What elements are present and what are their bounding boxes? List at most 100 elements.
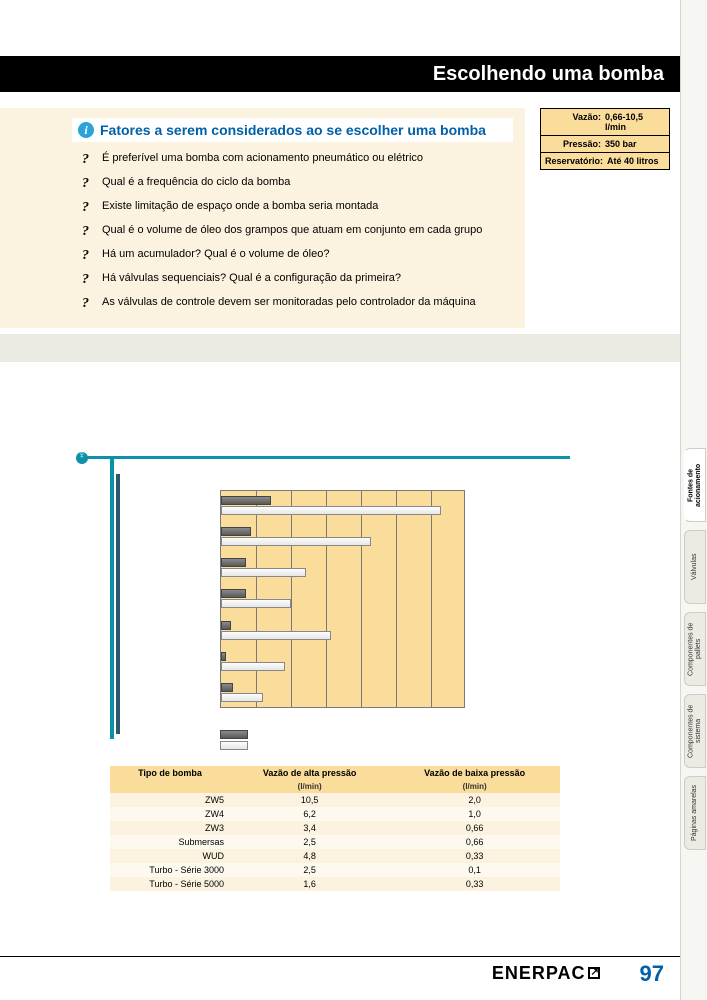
flow-chart [220,490,465,708]
question-icon: ? [82,152,94,168]
question-icon: ? [82,224,94,240]
table-row: ZW510,52,0 [110,793,560,807]
side-tab[interactable]: Páginas amarelas [684,776,706,850]
factor-item: ? Há válvulas sequenciais? Qual é a confi… [82,272,513,288]
table-header: Vazão de alta pressão [230,766,389,780]
table-header-row: Tipo de bombaVazão de alta pressãoVazão … [110,766,560,780]
factor-text: É preferível uma bomba com acionamento p… [102,152,423,164]
low-flow-value: 0,33 [389,877,560,891]
callout-bar-1 [110,459,114,739]
bar-high-pressure [221,496,271,505]
table-row: Submersas2,50,66 [110,835,560,849]
factor-item: ?Existe limitação de espaço onde a bomba… [82,200,513,216]
spec-row: Pressão:350 bar [541,136,669,153]
factor-item: ? É preferível uma bomba com acionamento … [82,152,513,168]
factors-panel: i Fatores a serem considerados ao se esc… [0,108,525,328]
pump-data-table: Tipo de bombaVazão de alta pressãoVazão … [110,766,560,891]
bar-high-pressure [221,652,226,661]
factor-text: Qual é o volume de óleo dos grampos que … [102,224,482,236]
bar-low-pressure [221,506,441,515]
bar-high-pressure [221,589,246,598]
page-number: 97 [640,961,664,987]
chart-legend [220,728,340,752]
brand-icon [588,967,600,979]
grid-line [291,491,292,707]
side-tab[interactable]: Fontes de acionamento [684,448,706,522]
legend-dark-swatch [220,730,248,739]
high-flow-value: 4,8 [230,849,389,863]
separator-strip [0,334,680,362]
side-tab[interactable]: Válvulas [684,530,706,604]
pump-type: WUD [110,849,230,863]
low-flow-value: 1,0 [389,807,560,821]
question-icon: ? [82,248,94,264]
legend-light-swatch [220,741,248,750]
factors-title: Fatores a serem considerados ao se escol… [100,122,486,138]
spec-value: 0,66-10,5 l/min [601,112,665,132]
table-row: WUD4,80,33 [110,849,560,863]
spec-label: Pressão: [545,139,601,149]
low-flow-value: 0,66 [389,835,560,849]
info-icon: i [78,122,94,138]
table-row: Turbo - Série 50001,60,33 [110,877,560,891]
callout-bar-2 [116,474,120,734]
spec-label: Reservatório: [545,156,603,166]
brand-text: ENERPAC [492,963,586,983]
factor-text: Há um acumulador? Qual é o volume de óle… [102,248,329,260]
low-flow-value: 0,33 [389,849,560,863]
table-row: Turbo - Série 30002,50,1 [110,863,560,877]
table-row: ZW46,21,0 [110,807,560,821]
unit-cell: (l/min) [389,780,560,793]
bar-low-pressure [221,568,306,577]
pump-type: Turbo - Série 3000 [110,863,230,877]
pump-type: ZW4 [110,807,230,821]
high-flow-value: 1,6 [230,877,389,891]
bar-low-pressure [221,662,285,671]
question-icon: ? [82,200,94,216]
table-header: Vazão de baixa pressão [389,766,560,780]
factor-item: ? Há um acumulador? Qual é o volume de ól… [82,248,513,264]
high-flow-value: 10,5 [230,793,389,807]
side-tab-strip: Fontes de acionamento Válvulas Componentes… [680,0,707,1000]
factors-header: i Fatores a serem considerados ao se esc… [72,118,513,142]
question-icon: ? [82,272,94,288]
spec-value: 350 bar [601,139,665,149]
bar-low-pressure [221,693,263,702]
grid-line [396,491,397,707]
page-footer: ENERPAC 97 [0,956,680,990]
chart-region: ♀ Tipo de bombaVazão de alta pressãoVazã… [80,454,580,924]
pump-type: ZW3 [110,821,230,835]
high-flow-value: 2,5 [230,835,389,849]
factor-item: ?Qual é a frequência do ciclo da bomba [82,176,513,192]
factor-item: ? Qual é o volume de óleo dos grampos que… [82,224,513,240]
callout-icon: ♀ [78,450,86,461]
pump-type: Turbo - Série 5000 [110,877,230,891]
question-icon: ? [82,176,94,192]
brand-logo: ENERPAC [492,963,600,984]
factor-item: ?As válvulas de controle devem ser monit… [82,296,513,312]
bar-high-pressure [221,621,231,630]
high-flow-value: 2,5 [230,863,389,877]
side-tab[interactable]: Componentes de pallets [684,612,706,686]
low-flow-value: 2,0 [389,793,560,807]
spec-row: Vazão:0,66-10,5 l/min [541,109,669,136]
spec-label: Vazão: [545,112,601,132]
table-row: ZW33,40,66 [110,821,560,835]
bar-high-pressure [221,558,246,567]
callout-line [80,456,570,459]
high-flow-value: 3,4 [230,821,389,835]
bar-low-pressure [221,631,331,640]
high-flow-value: 6,2 [230,807,389,821]
unit-cell: (l/min) [230,780,389,793]
pump-type: Submersas [110,835,230,849]
side-tab[interactable]: Componentes de sistema [684,694,706,768]
factor-text: Há válvulas sequenciais? Qual é a config… [102,272,401,284]
table-header: Tipo de bomba [110,766,230,780]
catalog-page: Escolhendo uma bomba Vazão:0,66-10,5 l/m… [0,0,680,1000]
page-title: Escolhendo uma bomba [433,63,664,85]
low-flow-value: 0,66 [389,821,560,835]
page-title-band: Escolhendo uma bomba [0,56,680,92]
pump-type: ZW5 [110,793,230,807]
grid-line [326,491,327,707]
bar-low-pressure [221,599,291,608]
